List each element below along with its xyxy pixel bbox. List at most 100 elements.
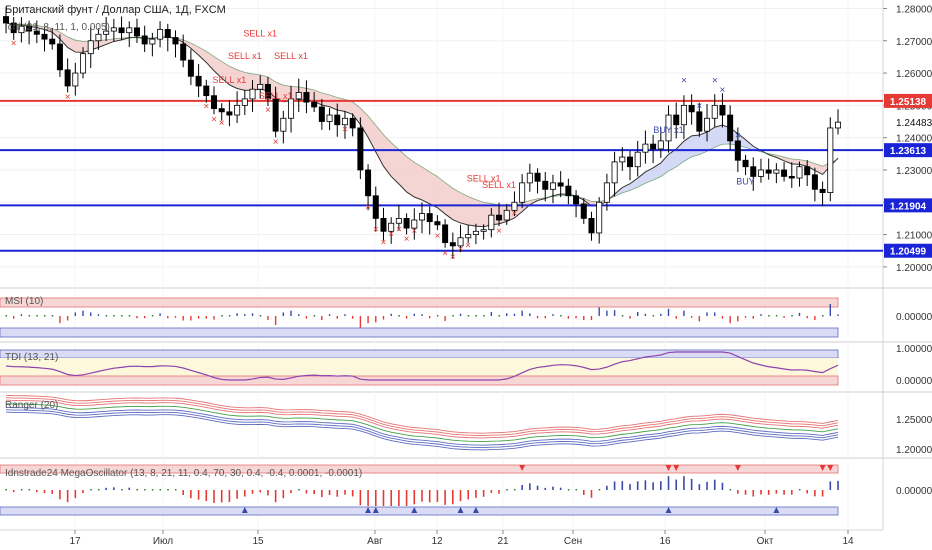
candle-body (472, 230, 479, 235)
msi-dot (121, 315, 123, 317)
level-price-tag (884, 198, 932, 213)
chart-title: Британский фунт / Доллар США, 1Д, FXCM (5, 4, 226, 16)
mega-up-triangle (457, 507, 464, 513)
candle-body (418, 213, 425, 221)
candle-body (164, 29, 171, 38)
candle-body (757, 169, 764, 177)
candle-body (549, 182, 556, 190)
sell-x-mark: × (404, 234, 410, 245)
candle-body (133, 27, 140, 37)
candle-body (619, 156, 626, 163)
time-tick-label: 14 (842, 536, 854, 547)
ichimoku-cloud (13, 23, 161, 53)
sell-x-mark: × (465, 241, 471, 252)
ichimoku-cloud (583, 194, 615, 206)
sell-x-mark: × (11, 39, 17, 50)
candle-body (811, 174, 818, 190)
price-tick-label: 1.21000 (896, 231, 932, 242)
indicator-label: Ichi (21, 8, 11, 1, 0.005) (5, 22, 110, 33)
msi-dot (221, 315, 223, 317)
tdi-tick-label: 0.00000 (896, 376, 932, 387)
candle-body (557, 182, 564, 187)
candle-body (10, 22, 17, 34)
mega-dot (90, 489, 92, 491)
mega-dot (298, 489, 300, 491)
candle-body (503, 209, 510, 221)
mega-up-triangle (665, 507, 672, 513)
candle-body (56, 43, 63, 71)
msi-dot (398, 315, 400, 317)
time-tick-label: 21 (497, 536, 509, 547)
mega-dot (798, 489, 801, 491)
buy-signal-label: BUY x1 (653, 125, 683, 135)
price-tick-label: 1.27000 (896, 37, 932, 48)
msi-dot (51, 315, 54, 317)
ranger-line (5, 397, 839, 437)
panel-label-ranger: Ranger (20) (5, 400, 59, 411)
candle-body (257, 83, 264, 90)
mega-down-triangle (819, 465, 826, 471)
mega-dot (159, 489, 162, 491)
msi-dot (259, 315, 262, 317)
candle-body (303, 92, 310, 103)
candle-body (434, 221, 441, 226)
msi-dot (28, 315, 31, 317)
candle-body (326, 114, 333, 122)
candle-body (457, 237, 464, 247)
candle-body (157, 29, 164, 40)
buy-x-mark: × (720, 85, 726, 96)
ranger-mid-line (5, 403, 839, 443)
candle-body (195, 75, 202, 87)
time-tick-label: 17 (69, 536, 81, 547)
sell-x-mark: × (388, 229, 394, 240)
tdi-upper-band (0, 349, 839, 359)
ranger-line (5, 399, 839, 439)
last-price-label: 1.24483 (896, 118, 932, 129)
msi-dot (498, 315, 501, 317)
mega-dot (136, 489, 138, 491)
candle-body (118, 27, 125, 34)
mega-up-triangle (241, 507, 248, 513)
candle-body (272, 98, 279, 132)
candle-body (210, 95, 217, 109)
msi-dot (128, 315, 131, 317)
candle-body (727, 114, 734, 142)
candle-body (765, 169, 772, 174)
candle-body (395, 218, 402, 224)
candle-body (642, 143, 649, 153)
candle-body (711, 104, 718, 119)
mega-dot (598, 489, 601, 491)
msi-dot (452, 315, 454, 317)
candle-body (488, 214, 495, 231)
candle-body (565, 185, 572, 197)
mega-up-triangle (365, 507, 372, 513)
sell-x-mark: × (265, 105, 271, 116)
sell-x-mark: × (273, 137, 279, 148)
mega-lower-band (0, 506, 839, 516)
msi-dot (5, 315, 7, 317)
ichimoku-cloud (175, 37, 553, 227)
candle-body (742, 159, 749, 168)
mega-down-triangle (734, 465, 741, 471)
candle-body (511, 201, 518, 211)
level-price-tag (884, 243, 932, 258)
candle-body (3, 16, 9, 24)
msi-upper-band (0, 297, 839, 308)
msi-dot (151, 315, 154, 317)
sell-x-mark: × (219, 118, 225, 129)
level-price-tag (884, 143, 932, 158)
sell-x-mark: × (365, 202, 371, 213)
level-price-tag (884, 93, 932, 108)
level-price-label: 1.21904 (890, 201, 927, 212)
sell-x-mark: × (434, 231, 440, 242)
buy-x-mark: × (735, 130, 741, 141)
msi-dot (775, 315, 778, 317)
msi-dot (105, 315, 108, 317)
candle-body (650, 143, 657, 150)
buy-x-mark: × (712, 75, 718, 86)
time-tick-label: 16 (659, 536, 671, 547)
candle-body (95, 33, 102, 42)
candle-body (827, 127, 834, 193)
candle-body (596, 201, 603, 234)
